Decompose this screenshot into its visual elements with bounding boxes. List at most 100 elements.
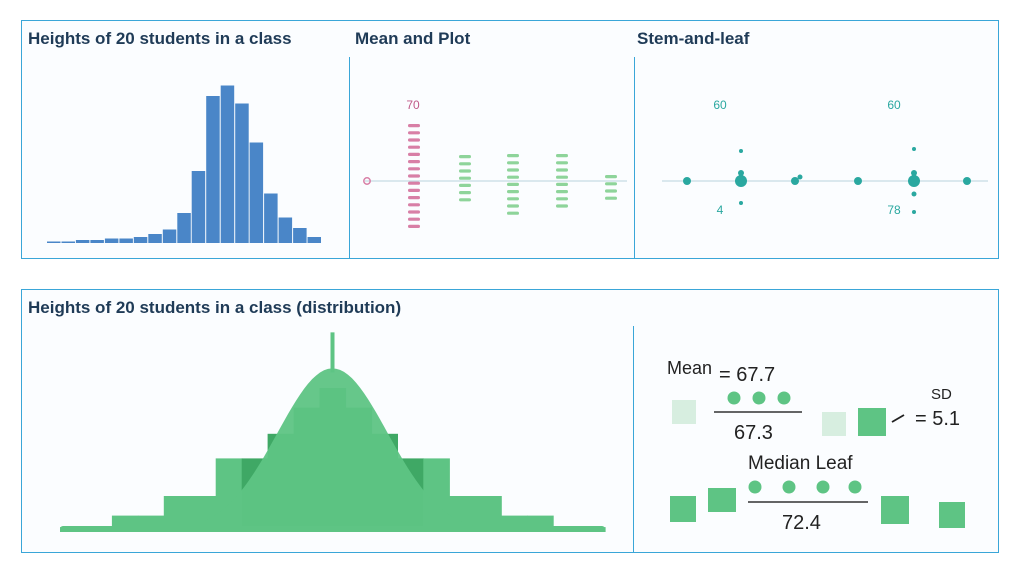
histogram-bar [235, 103, 249, 243]
histogram-bar [90, 240, 104, 243]
mean-fraction-value: 67.3 [734, 422, 773, 444]
middle-top-label: 70 [406, 98, 420, 112]
stem-top-label-b: 60 [887, 98, 901, 112]
mean-dot [727, 391, 741, 405]
median-dot [848, 480, 862, 494]
stem-leaf-plot: 60 60 4 78 [662, 98, 988, 217]
histogram-bar [177, 213, 191, 243]
median-dot [782, 480, 796, 494]
dot-plot-mark [408, 210, 420, 214]
median-square-2 [708, 488, 736, 512]
dot-plot-mark [605, 175, 617, 179]
dot-plot-mark [408, 145, 420, 149]
stem-leaf-dot [738, 170, 744, 176]
dot-plot-mark [408, 131, 420, 135]
dot-plot-mark [459, 176, 471, 180]
stem-leaf-dot [791, 177, 799, 185]
dot-plot-mark [507, 175, 519, 179]
dot-plot-mark [459, 169, 471, 173]
histogram-chart [47, 85, 321, 243]
histogram-bar [162, 229, 177, 243]
mean-plot-title: Mean and Plot [355, 29, 471, 48]
dot-plot-mark [556, 168, 568, 172]
histogram-bar [220, 85, 235, 243]
histogram-bar [206, 96, 220, 243]
stem-leaf-dot [739, 201, 743, 205]
bottom-divider [633, 326, 634, 552]
dot-plot-mark [507, 161, 519, 165]
histogram-bar [148, 234, 162, 243]
stem-leaf-dot [911, 170, 917, 176]
stem-leaf-dot [908, 175, 920, 187]
histogram-title: Heights of 20 students in a class [28, 29, 292, 48]
histogram-bar [264, 193, 278, 243]
dot-plot-mark [507, 168, 519, 172]
median-value: 72.4 [782, 512, 821, 534]
stem-leaf-dot [911, 191, 917, 197]
histogram-bar [75, 240, 90, 243]
stem-leaf-dot [735, 175, 747, 187]
histogram-bar [47, 241, 61, 243]
mean-dot-plot: 70 [363, 98, 627, 228]
dot-plot-mark [556, 175, 568, 179]
dot-plot-mark [408, 181, 420, 185]
histogram-bar [61, 241, 75, 243]
dot-plot-mark [408, 224, 420, 228]
mean-pale-square [672, 400, 696, 424]
stem-leaf-dot [912, 147, 916, 151]
dot-plot-mark [507, 211, 519, 215]
median-square-3 [881, 496, 909, 524]
dot-plot-mark [556, 182, 568, 186]
sd-value: = 5.1 [915, 408, 961, 430]
stem-leaf-dot [854, 177, 862, 185]
dot-plot-mark [408, 138, 420, 142]
dot-plot-mark [408, 188, 420, 192]
dot-plot-mark [507, 182, 519, 186]
stem-leaf-title: Stem-and-leaf [637, 29, 750, 48]
dot-plot-mark [605, 189, 617, 193]
distribution-baseline [60, 526, 605, 532]
dot-plot-mark [408, 152, 420, 156]
sd-pale-square [822, 412, 846, 436]
dot-plot-mark [507, 154, 519, 158]
histogram-bar [133, 237, 148, 243]
median-dot [816, 480, 830, 494]
bottom-panel: Heights of 20 students in a class (distr… [21, 289, 999, 553]
distribution-title: Heights of 20 students in a class (distr… [28, 298, 402, 317]
histogram-bar [278, 217, 293, 243]
sd-square [858, 408, 886, 436]
histogram-bar [293, 228, 307, 243]
mean-value: = 67.7 [719, 364, 776, 386]
median-square-4 [939, 502, 965, 528]
median-label: Median Leaf [748, 453, 853, 474]
dot-plot-mark [605, 196, 617, 200]
dot-plot-mark [459, 162, 471, 166]
dot-plot-mark [459, 155, 471, 159]
stem-top-label-a: 60 [713, 98, 727, 112]
top-divider-1 [349, 57, 350, 258]
sd-pointer [891, 414, 905, 423]
stem-leaf-dot [797, 174, 803, 180]
histogram-bar [104, 238, 119, 243]
sd-label: SD [931, 386, 952, 403]
dot-plot-mark [556, 161, 568, 165]
middle-origin-marker [363, 177, 371, 185]
dot-plot-mark [459, 191, 471, 195]
mean-dot [777, 391, 791, 405]
distribution-curve [120, 368, 545, 532]
dot-plot-mark [556, 154, 568, 158]
mean-label: Mean [667, 358, 713, 378]
stem-leaf-dot [683, 177, 691, 185]
distribution-chart [60, 332, 606, 532]
stats-graphic [670, 391, 965, 528]
top-divider-2 [634, 57, 635, 258]
histogram-bar [307, 237, 321, 243]
median-square-1 [670, 496, 696, 522]
dot-plot-mark [556, 204, 568, 208]
median-dot [748, 480, 762, 494]
dot-plot-mark [408, 203, 420, 207]
dot-plot-mark [507, 190, 519, 194]
distribution-peak-line [330, 332, 335, 373]
dot-plot-mark [408, 217, 420, 221]
dot-plot-mark [556, 197, 568, 201]
